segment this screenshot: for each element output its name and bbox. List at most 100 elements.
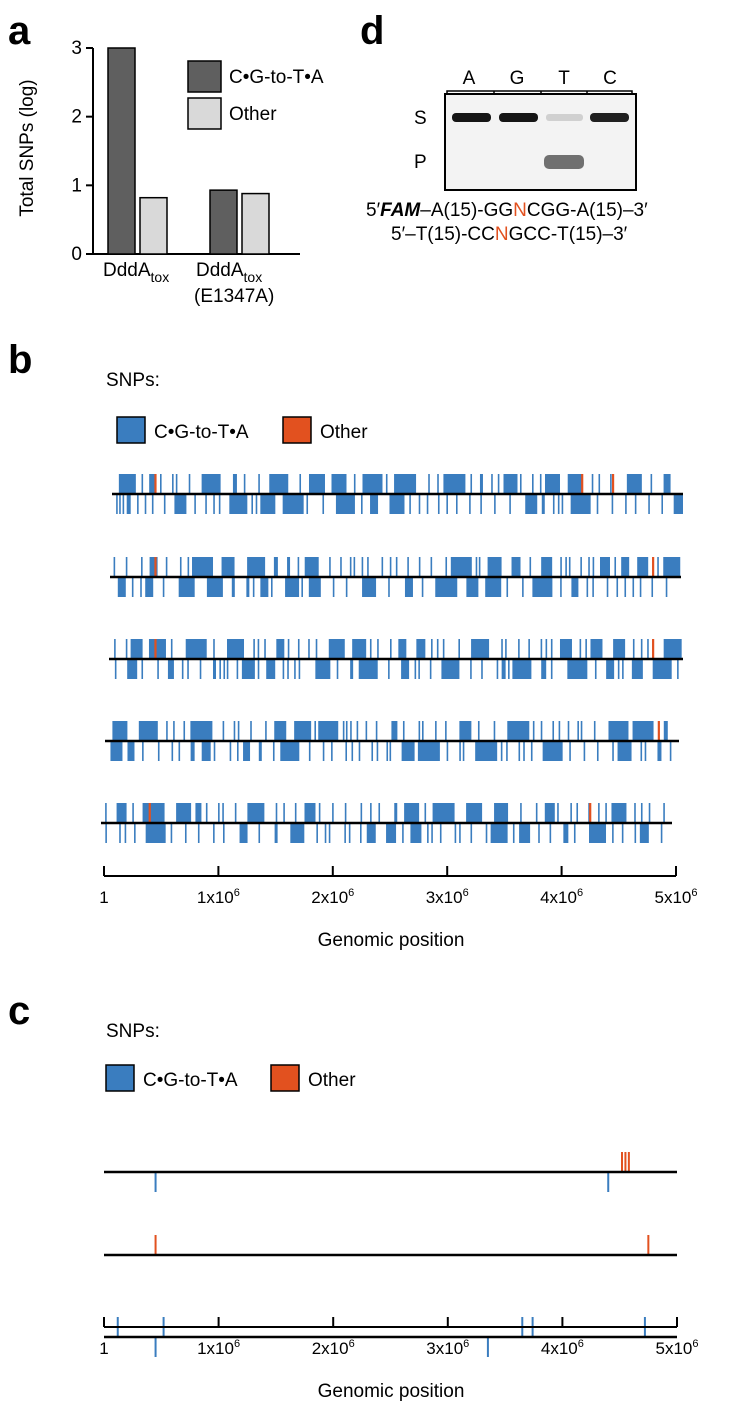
- gel-bands: [452, 113, 629, 169]
- y-ticks: 0 1 2 3: [71, 38, 93, 265]
- snp-cluster-ct: [631, 659, 643, 679]
- snp-cluster-ct: [273, 557, 278, 577]
- snp-cluster-ct: [663, 557, 681, 577]
- snp-cluster-ct: [274, 823, 278, 843]
- y-tick-label: 0: [71, 244, 82, 265]
- legend-swatch-ct: [116, 416, 146, 444]
- band-s-a: [452, 113, 491, 122]
- snp-cluster-ct: [542, 741, 563, 761]
- snp-cluster-ct: [507, 721, 530, 741]
- legend: C•G-to-T•A Other: [187, 60, 324, 130]
- snp-cluster-ct: [563, 823, 569, 843]
- snp-cluster-ct: [639, 823, 649, 843]
- snp-cluster-ct: [145, 577, 154, 597]
- legend-swatch-other: [270, 1064, 300, 1092]
- lane-labels: A G T C: [463, 68, 617, 89]
- snp-cluster-ct: [450, 557, 472, 577]
- snp-cluster-ct: [247, 803, 265, 823]
- snp-cluster-ct: [466, 803, 483, 823]
- snp-cluster-ct: [570, 494, 591, 514]
- snp-cluster-ct: [247, 557, 266, 577]
- snp-track: [112, 474, 683, 514]
- snp-cluster-ct: [567, 474, 583, 494]
- snp-cluster-ct: [559, 639, 572, 659]
- snp-cluster-ct: [280, 741, 300, 761]
- snp-cluster-ct: [112, 721, 128, 741]
- legend-label-ct: C•G-to-T•A: [154, 422, 249, 443]
- snp-cluster-ct: [287, 557, 291, 577]
- snp-cluster-ct: [206, 577, 223, 597]
- snp-cluster-ct: [350, 659, 354, 679]
- bar: [241, 192, 270, 255]
- sequence-top: 5′FAM–A(15)-GGNCGG-A(15)–3′: [366, 200, 648, 221]
- snp-cluster-ct: [606, 659, 615, 679]
- snp-cluster-ct: [190, 741, 195, 761]
- bars: [107, 47, 270, 255]
- x-tick-label: 1x106: [197, 1338, 240, 1358]
- snp-cluster-ct: [389, 494, 405, 514]
- band-s-t: [546, 114, 583, 121]
- snp-cluster-ct: [487, 557, 502, 577]
- snp-cluster-ct: [130, 639, 143, 659]
- snp-track: [110, 557, 681, 597]
- x-tick-label-group-1: DddAtox: [103, 260, 169, 285]
- snp-cluster-ct: [501, 659, 506, 679]
- legend: C•G-to-T•A Other: [116, 416, 368, 444]
- snp-cluster-ct: [110, 741, 123, 761]
- snp-cluster-ct: [416, 639, 426, 659]
- snp-cluster-ct: [282, 494, 304, 514]
- snp-cluster-ct: [652, 659, 672, 679]
- x-tick-label: 2x106: [311, 887, 354, 907]
- panel-a: a Total SNPs (log) 0 1 2 3 DddAtox DddAtox …: [8, 9, 324, 307]
- y-tick-label: 3: [71, 38, 82, 59]
- lane-label-c: C: [603, 68, 617, 89]
- snp-cluster-ct: [212, 659, 216, 679]
- panel-d-letter: d: [360, 9, 384, 53]
- snp-cluster-ct: [519, 823, 531, 843]
- snp-cluster-ct: [544, 803, 555, 823]
- snp-cluster-ct: [637, 557, 649, 577]
- snp-cluster-ct: [304, 557, 319, 577]
- snp-cluster-ct: [331, 474, 347, 494]
- legend-label-other: Other: [229, 104, 277, 125]
- x-tick-label: 1x106: [197, 887, 240, 907]
- snp-cluster-ct: [239, 823, 248, 843]
- snp-cluster-ct: [308, 577, 321, 597]
- lane-label-a: A: [463, 68, 476, 89]
- snp-cluster-ct: [176, 803, 192, 823]
- snp-cluster-ct: [149, 474, 156, 494]
- snp-cluster-ct: [149, 557, 158, 577]
- snp-cluster-ct: [362, 577, 377, 597]
- snp-cluster-ct: [621, 557, 630, 577]
- snps-label: SNPs:: [106, 1021, 160, 1042]
- snp-cluster-ct: [485, 577, 502, 597]
- x-axis-label: Genomic position: [318, 1381, 465, 1402]
- snps-label: SNPs:: [106, 370, 160, 391]
- snp-cluster-ct: [201, 474, 221, 494]
- snp-cluster-ct: [285, 577, 300, 597]
- snp-cluster-ct: [192, 557, 214, 577]
- snp-tracks: [104, 1152, 677, 1357]
- snp-cluster-ct: [589, 823, 607, 843]
- snp-cluster-ct: [401, 659, 410, 679]
- legend-label-other: Other: [320, 422, 368, 443]
- snp-cluster-ct: [657, 741, 662, 761]
- y-tick-label: 2: [71, 107, 82, 128]
- panel-d: d A G T C S P 5′FAM–A(15)-GGNCGG-A(15)–3…: [360, 9, 648, 245]
- snp-cluster-ct: [511, 557, 521, 577]
- legend-swatch-ct: [187, 60, 222, 93]
- snp-cluster-ct: [266, 659, 276, 679]
- snp-cluster-ct: [335, 494, 355, 514]
- x-tick-label-group-2: DddAtox: [196, 260, 262, 285]
- x-tick-label: 1: [99, 888, 108, 907]
- snp-cluster-ct: [318, 721, 339, 741]
- snp-cluster-ct: [398, 639, 407, 659]
- snp-cluster-ct: [567, 659, 588, 679]
- snp-cluster-ct: [479, 474, 483, 494]
- snp-cluster-ct: [142, 803, 165, 823]
- snp-cluster-ct: [544, 474, 560, 494]
- snp-cluster-ct: [391, 721, 398, 741]
- snp-cluster-ct: [394, 474, 417, 494]
- snp-cluster-ct: [599, 557, 610, 577]
